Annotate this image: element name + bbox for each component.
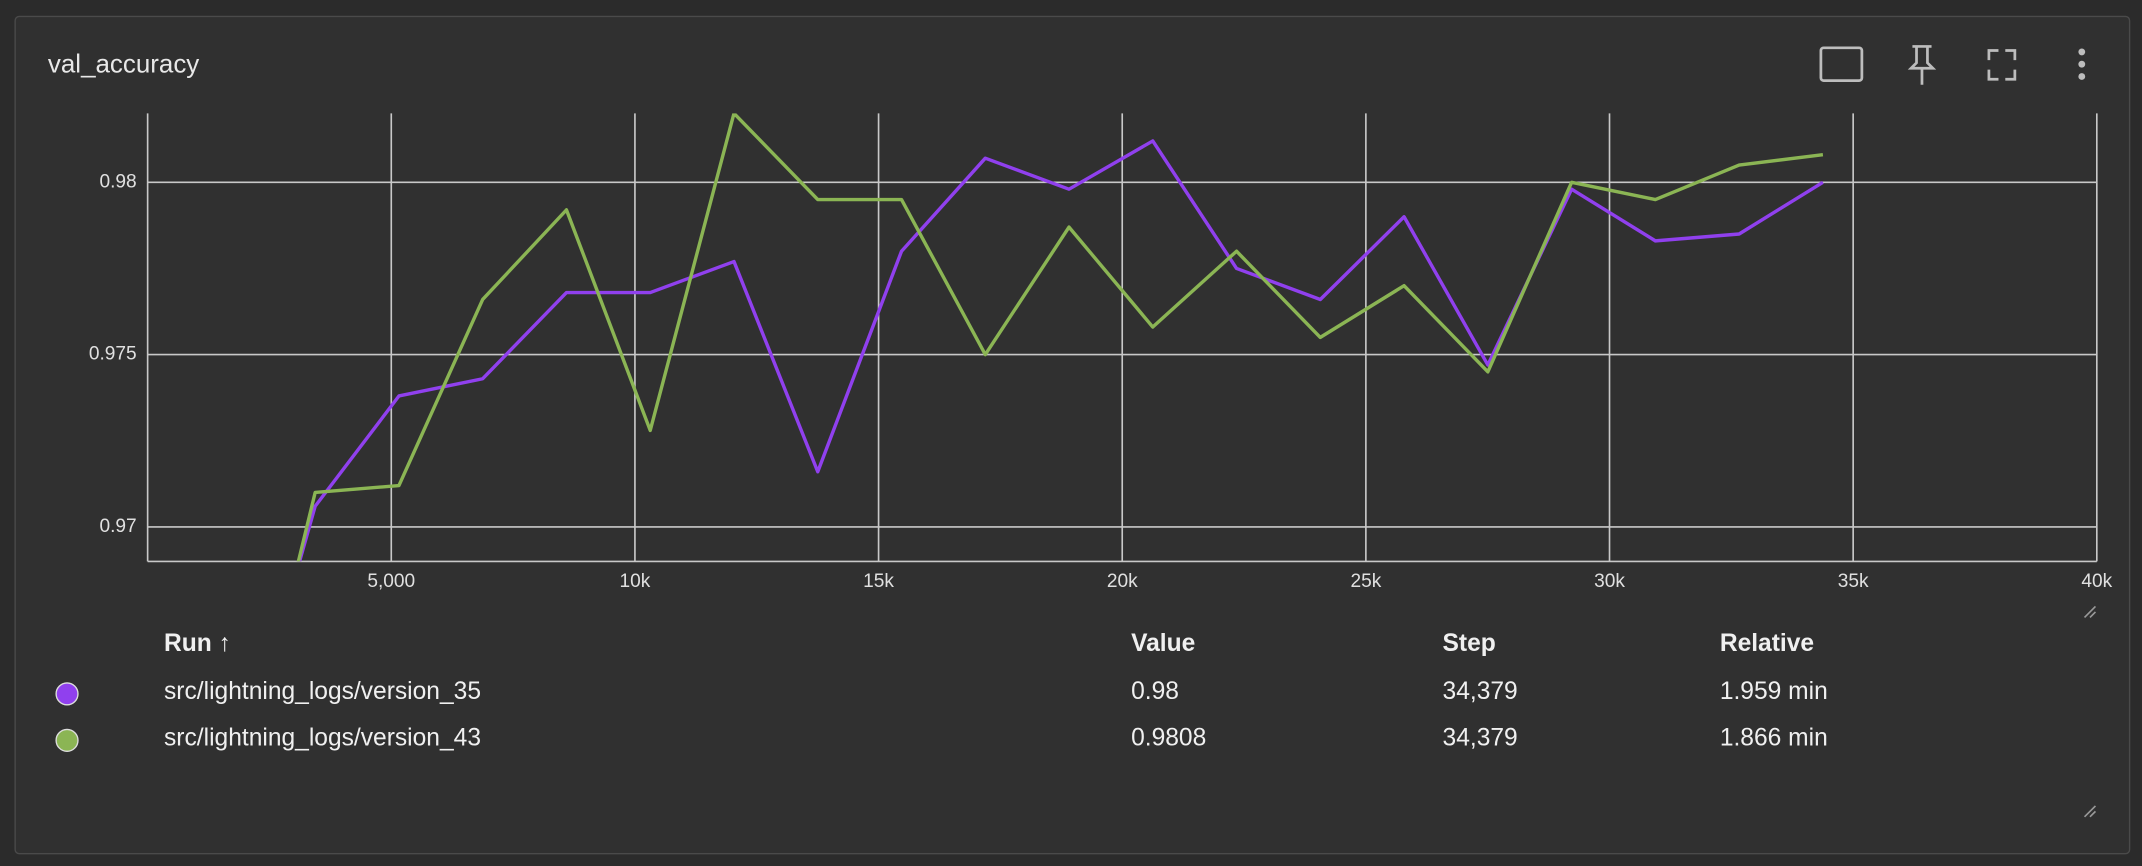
y-tick-label: 0.975 (89, 344, 137, 365)
table-cell: 1.959 min (1720, 678, 1828, 705)
x-tick-label: 10k (620, 571, 651, 592)
x-tick-label: 5,000 (367, 571, 415, 592)
plot: 0.97 0.975 0.98 5,000 10k 15k 20k 25k 30k 35k 40k (89, 113, 2113, 592)
lines (296, 113, 1824, 562)
fullscreen-icon[interactable] (1987, 49, 2017, 81)
series-line (297, 139, 1824, 562)
table-cell: 34,379 (1443, 678, 1518, 705)
run-table: Run ↑ Value Step Relative src/lightning_logs… (55, 630, 1828, 752)
series-line (296, 113, 1824, 562)
y-tick-label: 0.97 (100, 516, 137, 537)
menu-icon[interactable] (2078, 48, 2086, 80)
resize-handle[interactable] (2083, 605, 2097, 818)
table-cell: 0.98 (1131, 678, 1179, 705)
table-cell: 34,379 (1443, 724, 1518, 751)
x-tick-label: 30k (1594, 571, 1625, 592)
column-header: Relative (1720, 630, 1814, 657)
table-cell: 0.9808 (1131, 724, 1206, 751)
card-frame (14, 15, 2131, 855)
table-cell: src/lightning_logs/version_43 (164, 724, 481, 751)
fit-icon[interactable] (1819, 46, 1864, 82)
chart-title: val_accuracy (48, 50, 199, 78)
x-tick-label: 25k (1350, 571, 1381, 592)
run-color (55, 682, 79, 706)
table-cell: 1.866 min (1720, 724, 1828, 751)
column-header: Step (1443, 630, 1496, 657)
table-cell: src/lightning_logs/version_35 (164, 678, 481, 705)
x-tick-label: 15k (863, 571, 894, 592)
column-header: Run ↑ (164, 630, 231, 657)
x-tick-label: 40k (2081, 571, 2112, 592)
run-color (55, 728, 79, 752)
toolbar (1819, 45, 2017, 85)
pin-icon[interactable] (1907, 45, 1937, 85)
column-header: Value (1131, 630, 1195, 657)
y-tick-label: 0.98 (100, 171, 137, 192)
x-tick-label: 20k (1107, 571, 1138, 592)
x-tick-label: 35k (1838, 571, 1869, 592)
